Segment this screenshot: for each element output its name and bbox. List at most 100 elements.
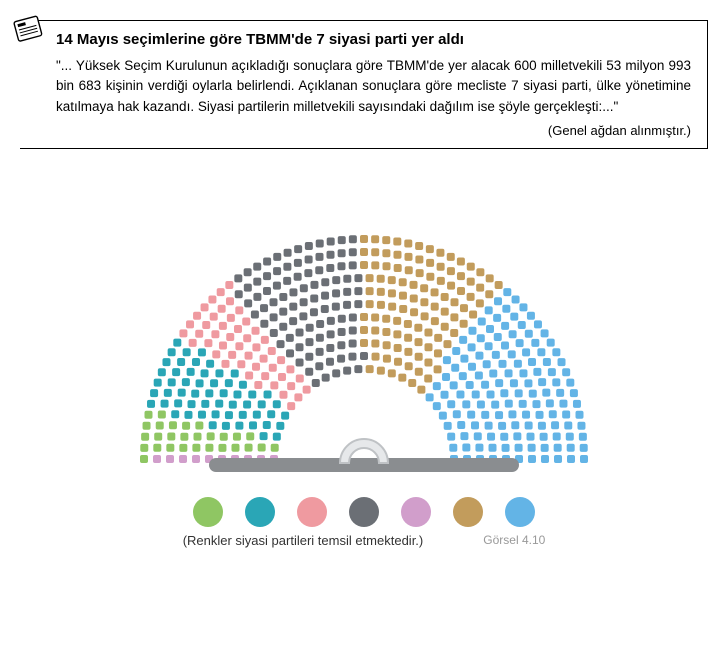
seat bbox=[263, 421, 271, 429]
seat bbox=[205, 389, 213, 397]
seat bbox=[215, 369, 223, 377]
seat bbox=[278, 373, 286, 381]
seat bbox=[414, 324, 422, 332]
seat bbox=[564, 421, 572, 429]
seat bbox=[434, 349, 442, 357]
seat bbox=[284, 248, 292, 256]
seat bbox=[476, 299, 484, 307]
seat bbox=[300, 298, 308, 306]
seat bbox=[577, 421, 585, 429]
seat bbox=[227, 314, 235, 322]
seat bbox=[252, 343, 260, 351]
seat bbox=[226, 333, 234, 341]
seat bbox=[332, 302, 340, 310]
seat bbox=[276, 422, 284, 430]
seat bbox=[261, 372, 269, 380]
seat bbox=[315, 266, 323, 274]
seat bbox=[421, 312, 429, 320]
legend-caption: (Renkler siyasi partileri temsil etmekte… bbox=[183, 533, 424, 548]
seat bbox=[481, 411, 489, 419]
seat bbox=[186, 320, 194, 328]
seat bbox=[270, 313, 278, 321]
seat bbox=[502, 304, 510, 312]
seat bbox=[467, 410, 475, 418]
seat bbox=[172, 368, 180, 376]
seat bbox=[310, 294, 318, 302]
seat bbox=[570, 389, 578, 397]
seat bbox=[195, 421, 203, 429]
seat bbox=[447, 400, 455, 408]
seat bbox=[417, 385, 425, 393]
news-title: 14 Mayıs seçimlerine göre TBMM'de 7 siya… bbox=[56, 31, 691, 48]
seat bbox=[171, 410, 179, 418]
seat bbox=[189, 339, 197, 347]
seat bbox=[505, 369, 513, 377]
seat bbox=[441, 391, 449, 399]
seat bbox=[508, 410, 516, 418]
seat bbox=[326, 358, 334, 366]
seat bbox=[310, 308, 318, 316]
seat bbox=[410, 308, 418, 316]
seat bbox=[201, 369, 209, 377]
seat bbox=[173, 338, 181, 346]
seat bbox=[580, 455, 588, 463]
seat bbox=[233, 390, 241, 398]
seat bbox=[519, 400, 527, 408]
parliament-chart: (Renkler siyasi partileri temsil etmekte… bbox=[20, 179, 708, 548]
seat bbox=[286, 365, 294, 373]
seat bbox=[441, 322, 449, 330]
seat bbox=[273, 253, 281, 261]
seat bbox=[573, 400, 581, 408]
seat bbox=[217, 288, 225, 296]
seat bbox=[537, 348, 545, 356]
seat bbox=[194, 432, 202, 440]
seat bbox=[457, 287, 465, 295]
seat bbox=[394, 358, 402, 366]
seat bbox=[222, 422, 230, 430]
seat bbox=[492, 351, 500, 359]
seat bbox=[354, 365, 362, 373]
seat bbox=[388, 276, 396, 284]
seat bbox=[235, 306, 243, 314]
seat bbox=[270, 329, 278, 337]
seat bbox=[562, 410, 570, 418]
seat bbox=[326, 344, 334, 352]
seat bbox=[478, 317, 486, 325]
seat bbox=[467, 293, 475, 301]
seat bbox=[243, 334, 251, 342]
seat bbox=[182, 421, 190, 429]
seat bbox=[553, 432, 561, 440]
hemicycle-svg bbox=[74, 179, 654, 479]
seat bbox=[415, 338, 423, 346]
seat bbox=[237, 360, 245, 368]
seat bbox=[459, 336, 467, 344]
seat bbox=[267, 410, 275, 418]
seat bbox=[500, 433, 508, 441]
seat bbox=[244, 283, 252, 291]
seat bbox=[327, 317, 335, 325]
seat bbox=[141, 432, 149, 440]
seat bbox=[296, 328, 304, 336]
seat bbox=[234, 274, 242, 282]
seat bbox=[546, 399, 554, 407]
seat bbox=[154, 378, 162, 386]
seat bbox=[502, 444, 510, 452]
seat bbox=[366, 365, 374, 373]
seat bbox=[209, 421, 217, 429]
seat bbox=[475, 371, 483, 379]
seat bbox=[289, 288, 297, 296]
seat bbox=[513, 432, 521, 440]
seat bbox=[491, 400, 499, 408]
seat bbox=[541, 444, 549, 452]
seat bbox=[456, 390, 464, 398]
seat bbox=[195, 329, 203, 337]
seat bbox=[303, 385, 311, 393]
seat bbox=[444, 422, 452, 430]
seat bbox=[366, 287, 374, 295]
seat bbox=[168, 348, 176, 356]
seat bbox=[273, 400, 281, 408]
seat bbox=[343, 366, 351, 374]
seat bbox=[140, 455, 148, 463]
seat bbox=[494, 333, 502, 341]
legend-dot-p7 bbox=[505, 497, 535, 527]
